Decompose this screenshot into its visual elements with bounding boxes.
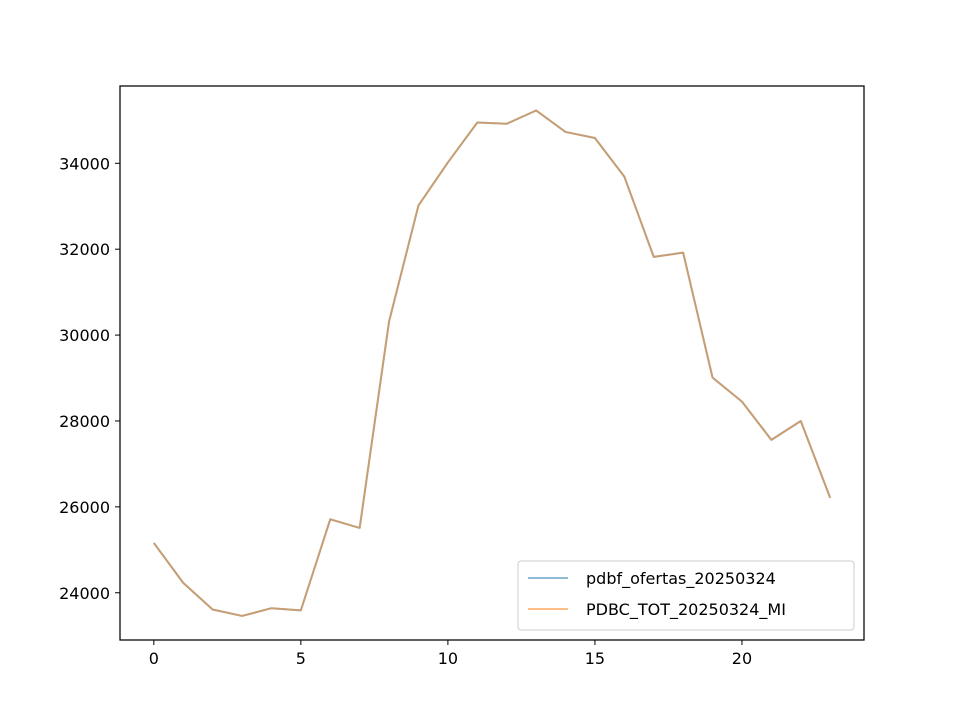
y-tick-label: 26000 — [59, 498, 110, 517]
y-tick-label: 32000 — [59, 240, 110, 259]
x-tick-label: 15 — [585, 649, 605, 668]
x-axis: 0 5 10 15 20 — [149, 640, 752, 668]
y-axis: 24000 26000 28000 30000 32000 34000 — [59, 154, 120, 603]
x-tick-label: 20 — [732, 649, 752, 668]
y-tick-label: 34000 — [59, 154, 110, 173]
series-line-2 — [153, 109, 832, 617]
legend-box — [517, 560, 855, 631]
y-tick-label: 30000 — [59, 326, 110, 345]
legend-label: PDBC_TOT_20250324_MI — [586, 600, 786, 620]
legend-label: pdbf_ofertas_20250324 — [586, 569, 776, 589]
x-tick-label: 5 — [296, 649, 306, 668]
y-tick-label: 28000 — [59, 412, 110, 431]
series-layer — [153, 109, 832, 617]
x-tick-label: 10 — [438, 649, 458, 668]
axes-frame — [119, 85, 865, 641]
x-tick-label: 0 — [149, 649, 159, 668]
y-tick-label: 24000 — [59, 584, 110, 603]
legend: pdbf_ofertas_20250324 PDBC_TOT_20250324_M… — [517, 560, 855, 631]
